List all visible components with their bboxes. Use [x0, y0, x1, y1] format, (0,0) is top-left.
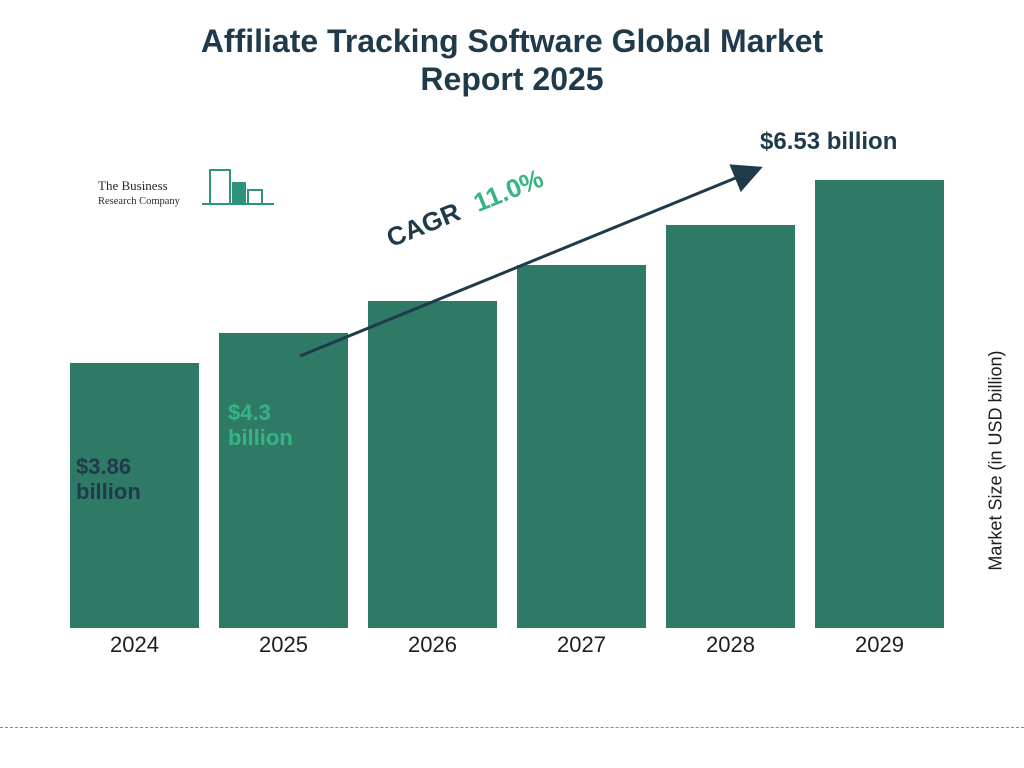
callout-text: billion	[76, 479, 141, 504]
bar	[219, 333, 348, 628]
bars-container	[70, 150, 944, 628]
callout-text: $4.3	[228, 400, 271, 425]
value-callout-2029: $6.53 billion	[760, 128, 897, 156]
chart-title-text: Affiliate Tracking Software Global Marke…	[0, 22, 1024, 60]
bar	[368, 301, 497, 628]
bar-2028	[666, 225, 795, 628]
page-root: Affiliate Tracking Software Global Marke…	[0, 0, 1024, 768]
chart-title: Affiliate Tracking Software Global Marke…	[0, 22, 1024, 99]
bar-chart: 2024 2025 2026 2027 2028 2029	[70, 150, 944, 668]
callout-text: $6.53 billion	[760, 128, 897, 155]
bar-2025	[219, 333, 348, 628]
bar-2026	[368, 301, 497, 628]
y-axis-label: Market Size (in USD billion)	[986, 351, 1007, 571]
footer-divider	[0, 727, 1024, 728]
bar	[517, 265, 646, 628]
x-axis-tick-label: 2029	[815, 632, 944, 668]
bar	[815, 180, 944, 628]
bar-2027	[517, 265, 646, 628]
x-axis-tick-label: 2025	[219, 632, 348, 668]
value-callout-2025: $4.3 billion	[228, 400, 293, 451]
x-axis-tick-label: 2028	[666, 632, 795, 668]
callout-text: $3.86	[76, 454, 131, 479]
x-axis-tick-label: 2027	[517, 632, 646, 668]
chart-title-text: Report 2025	[0, 60, 1024, 98]
x-axis-tick-label: 2024	[70, 632, 199, 668]
x-axis-tick-label: 2026	[368, 632, 497, 668]
bar	[666, 225, 795, 628]
value-callout-2024: $3.86 billion	[76, 454, 141, 505]
x-axis-labels: 2024 2025 2026 2027 2028 2029	[70, 632, 944, 668]
callout-text: billion	[228, 425, 293, 450]
bar-2029	[815, 180, 944, 628]
